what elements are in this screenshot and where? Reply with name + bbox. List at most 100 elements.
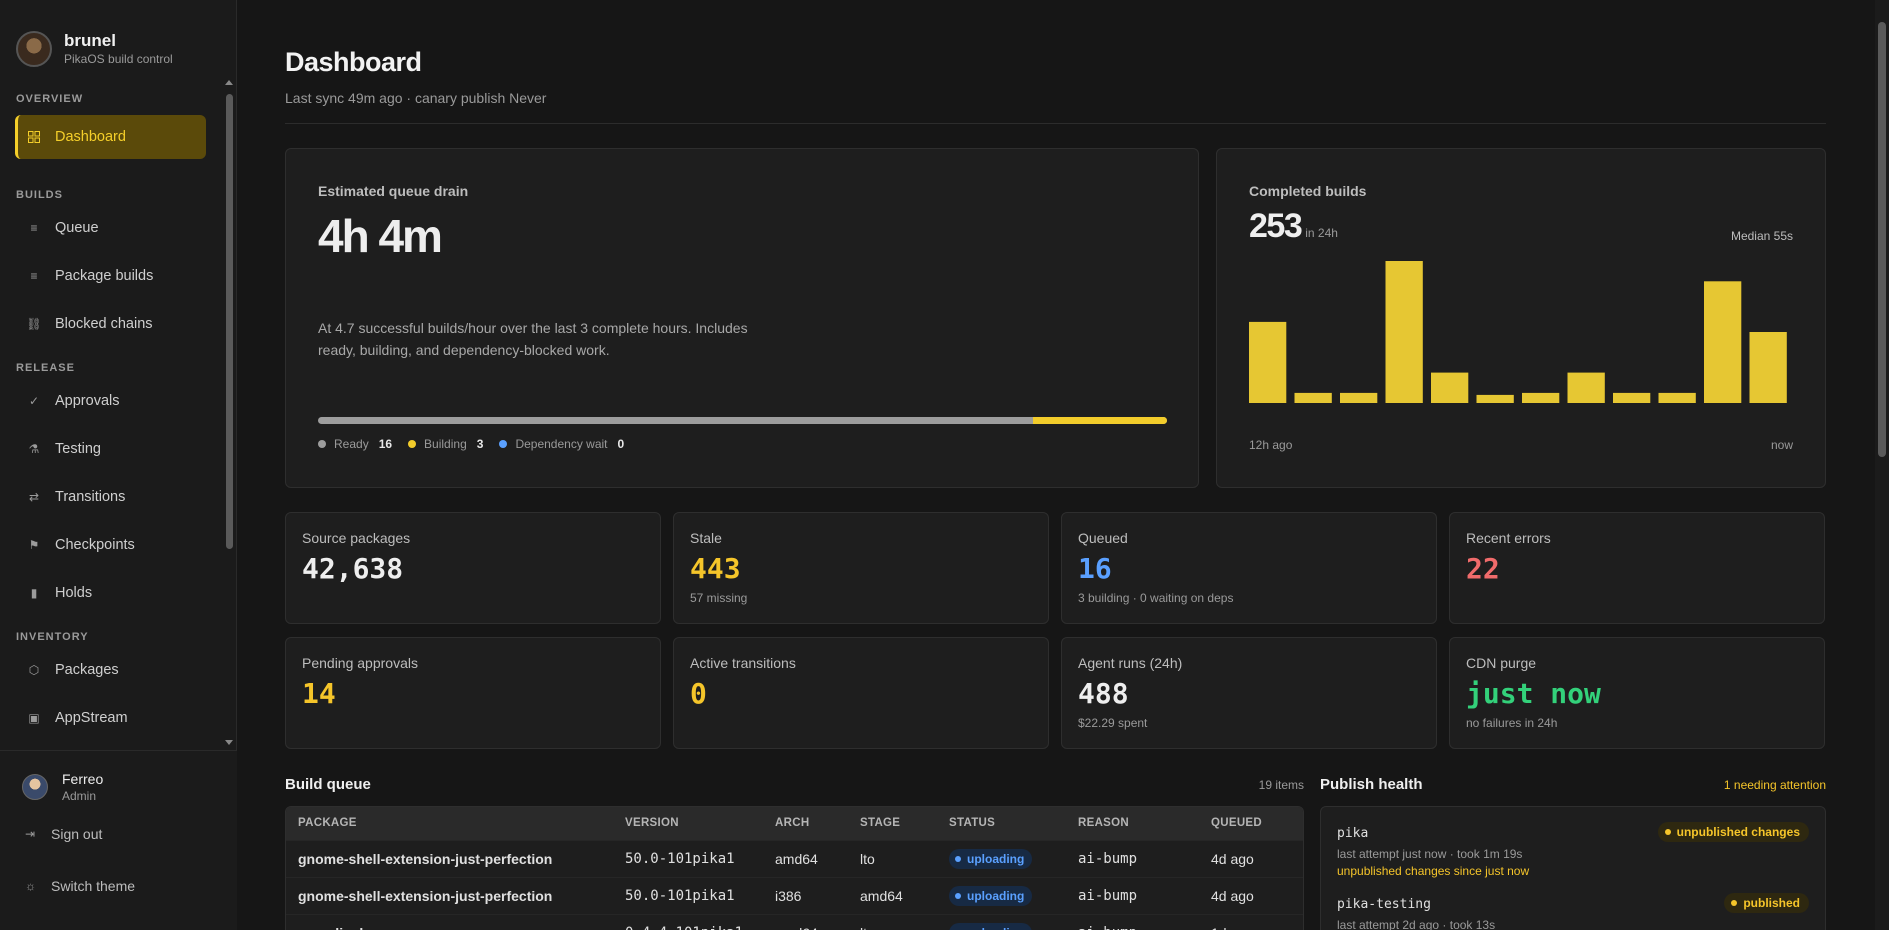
chart-bar-4[interactable] (1385, 261, 1423, 403)
switch-theme-button[interactable]: ☼ Switch theme (0, 875, 237, 897)
nav-section-builds: BUILDS (16, 189, 63, 201)
status-badge-label: published (1743, 896, 1800, 910)
stat-card-recent-errors[interactable]: Recent errors 22 (1449, 512, 1825, 624)
sidebar-item-testing[interactable]: ⚗ Testing (15, 427, 206, 471)
sidebar-item-appstream[interactable]: ▣ AppStream (15, 696, 206, 740)
chart-bar-12[interactable] (1749, 332, 1787, 403)
stat-card-cdn-purge[interactable]: CDN purge just now no failures in 24h (1449, 637, 1825, 749)
drain-progress-building (1032, 417, 1167, 424)
brand-avatar (16, 30, 52, 67)
build-queue-header: Build queue 19 items (285, 776, 1304, 793)
stat-sub: $22.29 spent (1078, 716, 1148, 730)
legend-label-building: Building (424, 437, 467, 451)
cell-package[interactable]: gnome-shell-extension-just-perfection (286, 839, 613, 877)
chart-x-start: 12h ago (1249, 438, 1293, 452)
chart-bar-7[interactable] (1522, 392, 1560, 403)
chart-bar-5[interactable] (1431, 372, 1469, 403)
stat-card-pending-approvals[interactable]: Pending approvals 14 (285, 637, 661, 749)
publish-item-name: pika (1337, 826, 1369, 841)
completed-count: 253 (1249, 207, 1303, 245)
chart-bar-10[interactable] (1658, 392, 1696, 403)
nav-section-release: RELEASE (16, 362, 75, 374)
completed-builds-card: Completed builds 253 in 24h Median 55s 1… (1216, 148, 1826, 488)
publish-item-pika[interactable]: pika unpublished changes last attempt ju… (1337, 822, 1809, 878)
stat-sub: 57 missing (690, 591, 748, 605)
col-package[interactable]: PACKAGE (286, 807, 613, 840)
cell-stage: amd64 (848, 876, 937, 914)
sidebar-item-label: Queue (55, 220, 99, 236)
stat-value: 443 (690, 552, 741, 585)
sidebar-item-queue[interactable]: ≡ Queue (15, 206, 206, 250)
sidebar-item-package-builds[interactable]: ≡ Package builds (15, 254, 206, 298)
chart-bar-11[interactable] (1704, 281, 1742, 403)
app-icon: ▣ (28, 711, 40, 725)
col-arch[interactable]: ARCH (763, 807, 848, 840)
col-queued[interactable]: QUEUED (1199, 807, 1303, 840)
chart-bar-1[interactable] (1249, 321, 1287, 403)
scroll-up-arrow[interactable] (225, 80, 233, 85)
header-divider (285, 123, 1826, 124)
chart-bar-9[interactable] (1613, 392, 1651, 403)
main-scrollbar[interactable] (1878, 22, 1886, 457)
stat-card-source-packages[interactable]: Source packages 42,638 (285, 512, 661, 624)
box-icon: ⬡ (28, 663, 40, 677)
stat-card-queued[interactable]: Queued 16 3 building · 0 waiting on deps (1061, 512, 1437, 624)
col-status[interactable]: STATUS (937, 807, 1066, 840)
sidebar: brunel PikaOS build control OVERVIEW Das… (0, 0, 237, 930)
sidebar-item-checkpoints[interactable]: ⚑ Checkpoints (15, 523, 206, 567)
status-badge: uploading (949, 848, 1033, 869)
sidebar-item-label: Holds (55, 585, 93, 601)
stat-value: 16 (1078, 552, 1112, 585)
cell-version: 0.4.4-101pika1 (613, 913, 763, 930)
chart-bar-3[interactable] (1340, 392, 1378, 403)
stat-label: Recent errors (1466, 530, 1551, 546)
sidebar-scrollbar[interactable] (226, 94, 233, 549)
sidebar-item-blocked-chains[interactable]: ⛓ Blocked chains (15, 302, 206, 346)
stat-label: Stale (690, 530, 722, 546)
sidebar-item-holds[interactable]: ▮ Holds (15, 571, 206, 615)
publish-item-pika-testing[interactable]: pika-testing published last attempt 2d a… (1337, 893, 1809, 930)
cell-package[interactable]: nwg-displays (286, 913, 613, 930)
drain-progress-bar (318, 417, 1167, 424)
sign-out-button[interactable]: ⇥ Sign out (0, 823, 237, 845)
page-title: Dashboard (285, 47, 422, 77)
status-badge: uploading (949, 922, 1033, 930)
user-profile[interactable]: Ferreo Admin (0, 751, 237, 803)
build-queue-title: Build queue (285, 776, 371, 793)
status-badge-label: uploading (967, 851, 1025, 866)
switch-theme-label: Switch theme (51, 878, 136, 894)
scroll-down-arrow[interactable] (225, 740, 233, 745)
legend-value-building: 3 (476, 437, 484, 451)
publish-health-card: pika unpublished changes last attempt ju… (1320, 806, 1826, 930)
cell-arch: i386 (763, 876, 848, 914)
drain-value: 4h 4m (318, 210, 443, 262)
sidebar-item-packages[interactable]: ⬡ Packages (15, 648, 206, 692)
brand-name: brunel (64, 31, 116, 50)
stat-card-agent-runs-24h[interactable]: Agent runs (24h) 488 $22.29 spent (1061, 637, 1437, 749)
sidebar-item-transitions[interactable]: ⇄ Transitions (15, 475, 206, 519)
chart-bar-6[interactable] (1476, 394, 1514, 403)
stat-sub: 3 building · 0 waiting on deps (1078, 591, 1234, 605)
completed-period: in 24h (1305, 226, 1338, 240)
legend-dot-building (408, 440, 417, 448)
cell-queued: 1d ago (1199, 913, 1303, 930)
stat-card-active-transitions[interactable]: Active transitions 0 (673, 637, 1049, 749)
chart-bar-2[interactable] (1294, 392, 1332, 403)
table-row[interactable]: gnome-shell-extension-just-perfection 50.… (286, 839, 1303, 877)
sidebar-item-label: AppStream (55, 710, 128, 726)
col-reason[interactable]: REASON (1066, 807, 1199, 840)
publish-item-name: pika-testing (1337, 897, 1431, 912)
cell-package[interactable]: gnome-shell-extension-just-perfection (286, 876, 613, 914)
completed-title: Completed builds (1249, 183, 1367, 199)
sidebar-item-approvals[interactable]: ✓ Approvals (15, 379, 206, 423)
stat-card-stale[interactable]: Stale 443 57 missing (673, 512, 1049, 624)
table-row[interactable]: gnome-shell-extension-just-perfection 50.… (286, 876, 1303, 914)
legend-dot-ready (318, 440, 326, 448)
pause-icon: ▮ (30, 586, 38, 600)
cell-status: uploading (937, 876, 1066, 914)
sidebar-item-dashboard[interactable]: Dashboard (15, 115, 206, 159)
chart-bar-8[interactable] (1567, 372, 1605, 403)
col-stage[interactable]: STAGE (848, 807, 937, 840)
col-version[interactable]: VERSION (613, 807, 763, 840)
